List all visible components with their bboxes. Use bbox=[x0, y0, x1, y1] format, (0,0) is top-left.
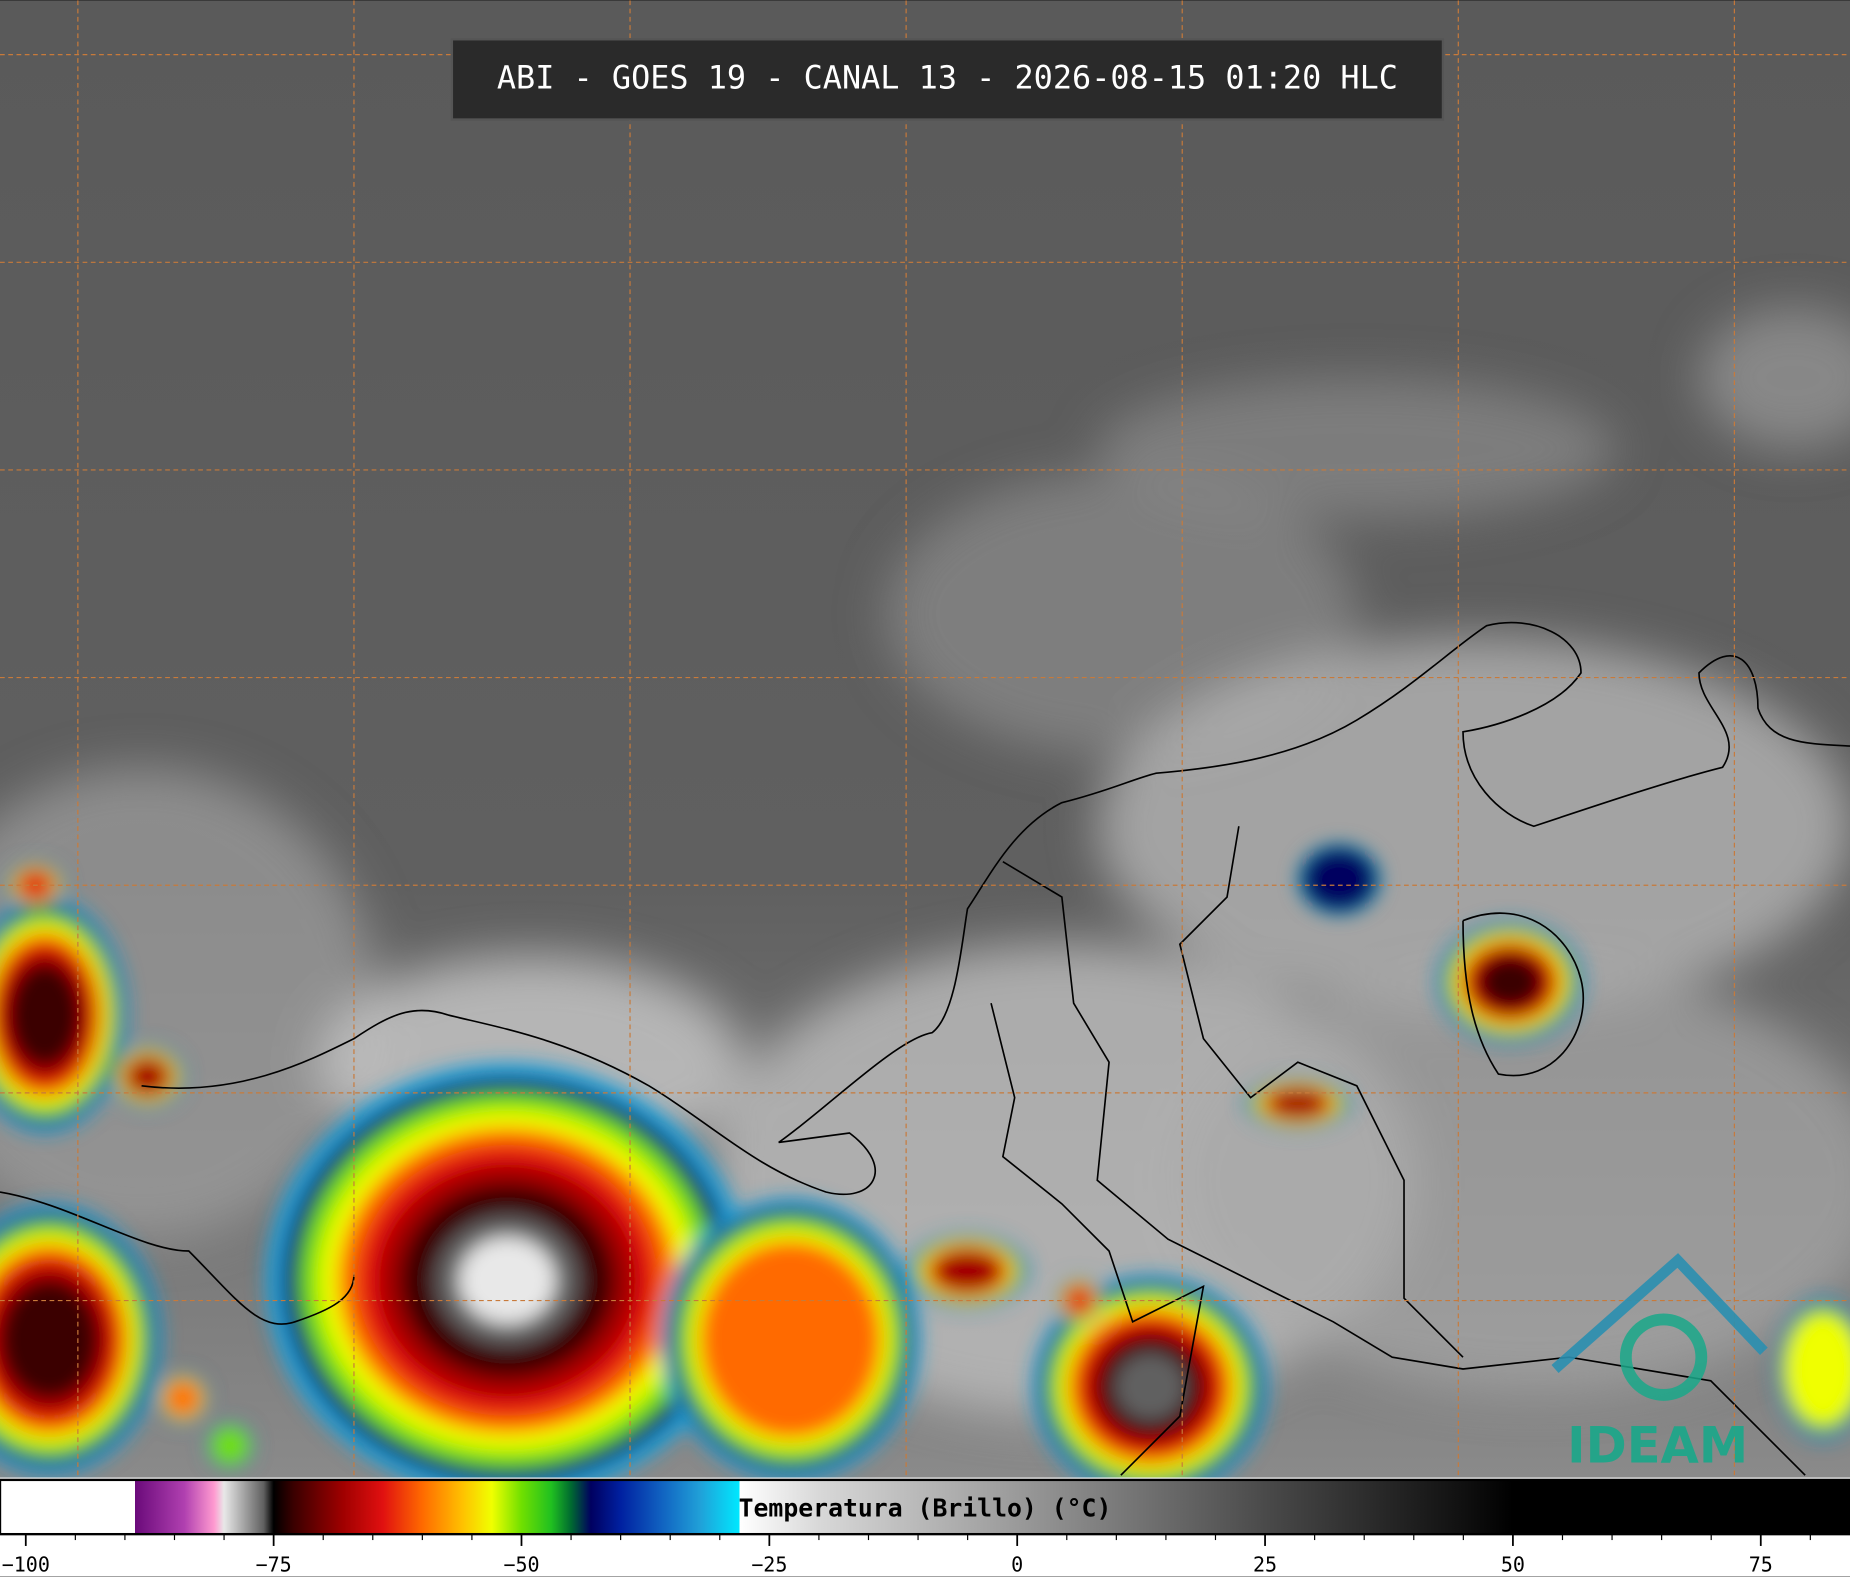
storm-layer bbox=[458, 1236, 556, 1325]
logo-text: IDEAM bbox=[1567, 1417, 1748, 1475]
storm-layer bbox=[934, 1251, 1000, 1292]
storm-layer bbox=[164, 1380, 202, 1417]
storm-layer bbox=[1786, 1313, 1850, 1425]
storm-layer bbox=[209, 1425, 251, 1466]
logo: IDEAM bbox=[1551, 1253, 1768, 1475]
storm-layer bbox=[127, 1059, 168, 1094]
tick-label: 75 bbox=[1749, 1553, 1773, 1577]
tick-label: −25 bbox=[751, 1553, 787, 1577]
cloud-layer bbox=[0, 307, 1850, 1417]
title: ABI - GOES 19 - CANAL 13 - 2026-08-15 01… bbox=[497, 58, 1398, 96]
storm-layer bbox=[8, 963, 82, 1067]
storm-layer bbox=[1478, 955, 1543, 1009]
storm-layer bbox=[1269, 1089, 1326, 1118]
coastlines bbox=[0, 621, 1850, 1476]
logo-roof bbox=[1551, 1253, 1768, 1373]
colorbar bbox=[0, 1478, 1850, 1536]
logo-swirl bbox=[1619, 1313, 1708, 1401]
storm-layer bbox=[1114, 1353, 1186, 1421]
storm-layer bbox=[0, 843, 1850, 1499]
tick-label: −100 bbox=[2, 1553, 50, 1577]
storm-layer bbox=[1300, 846, 1378, 913]
colorbar-label: Temperatura (Brillo) (°C) bbox=[739, 1493, 1112, 1522]
tick-label: 25 bbox=[1253, 1553, 1277, 1577]
tick-label: 50 bbox=[1501, 1553, 1525, 1577]
storm-layer bbox=[1064, 1285, 1095, 1316]
tick-label: −75 bbox=[256, 1553, 292, 1577]
tick-label: 0 bbox=[1011, 1553, 1023, 1577]
storm-layer bbox=[699, 1240, 882, 1439]
colorbar-ticks: −100 −75 −50 −25 0 25 50 75 bbox=[2, 1534, 1811, 1577]
tick-label: −50 bbox=[503, 1553, 539, 1577]
storm-layer bbox=[0, 1279, 99, 1400]
title-box bbox=[450, 38, 1445, 121]
